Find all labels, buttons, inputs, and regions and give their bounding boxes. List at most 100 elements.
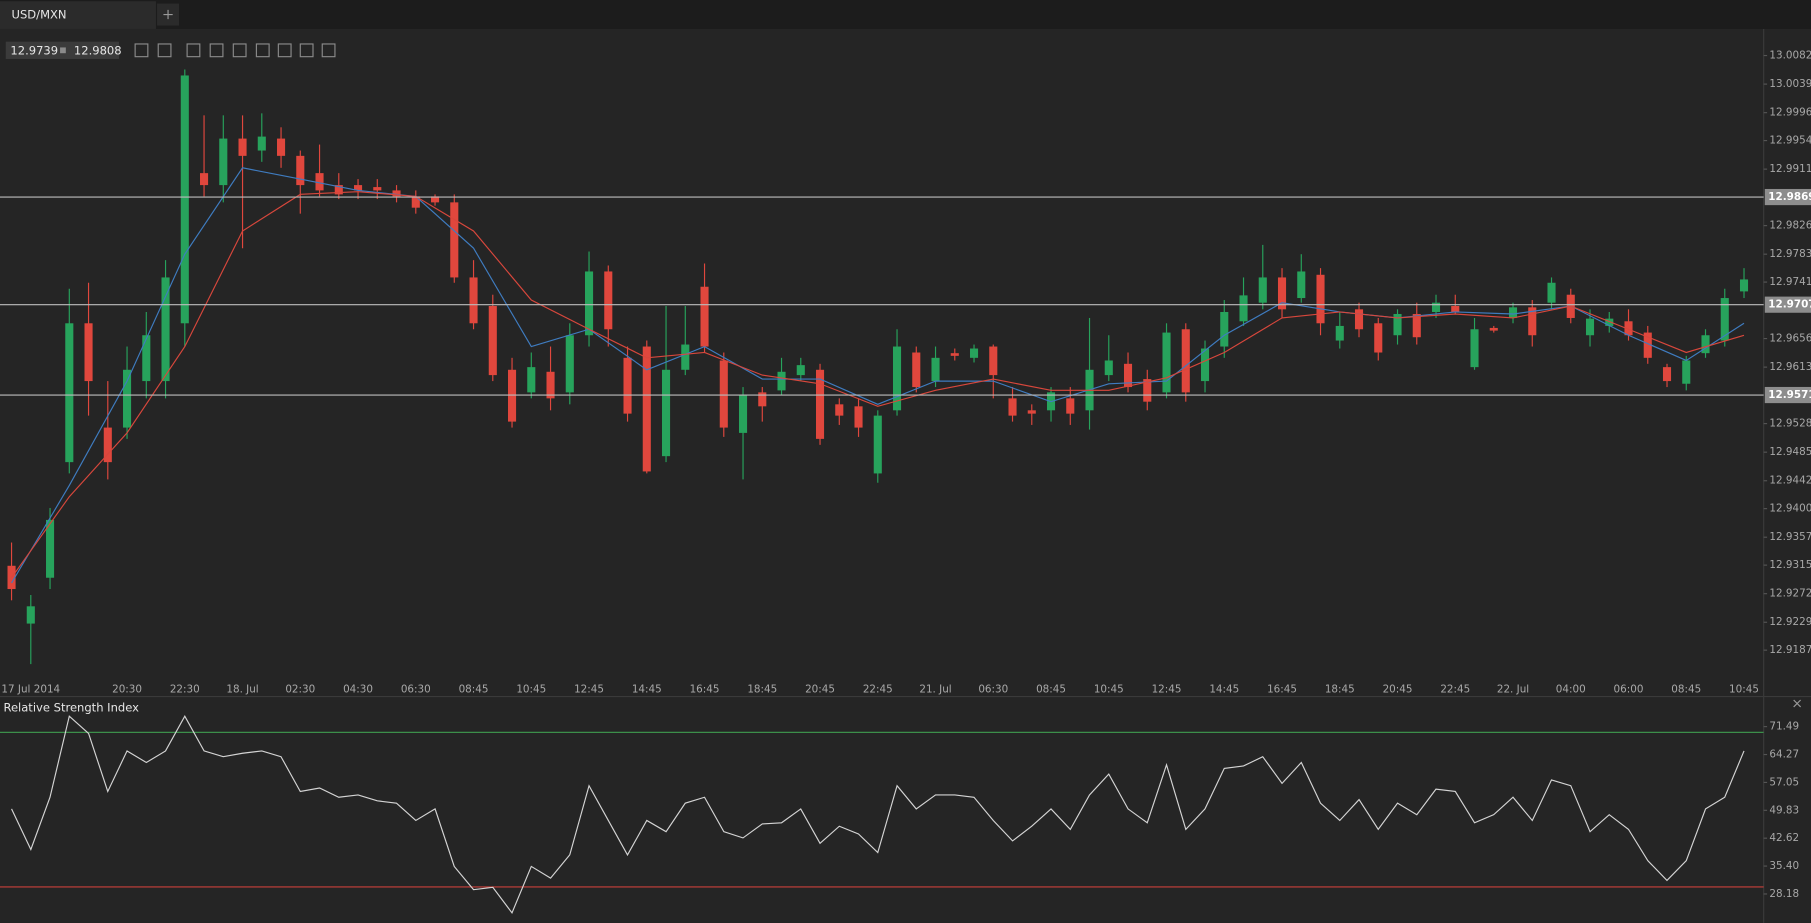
candle-body [161,277,170,382]
zoom-in-button[interactable] [157,43,172,58]
candle-body [411,196,420,208]
candle-body [1374,323,1383,353]
candle-body [912,352,921,388]
y-tick-label: 12.9656 [1769,333,1811,345]
candle-body [123,369,132,428]
price-label-box [1764,188,1811,206]
x-tick-label: 20:45 [1383,684,1413,696]
x-tick-label: 10:45 [516,684,546,696]
y-tick-label: 12.9911 [1769,163,1811,175]
candle-body [854,406,863,428]
candle-body [1316,274,1325,324]
candle-body [1739,279,1749,292]
price-label-box [1764,296,1811,313]
y-tick-label: 42.62 [1769,832,1799,844]
candle-body [969,348,979,358]
candle-body [1451,306,1460,312]
x-tick-label: 17 Jul 2014 [1,684,60,696]
edit-button[interactable] [299,43,314,58]
y-tick-label: 12.9485 [1769,446,1811,458]
moving-average-line [11,191,1745,579]
tab-title: USD/MXN [12,8,67,22]
candle-body [1220,311,1229,347]
candle-body [1027,410,1036,414]
x-tick-label: 20:45 [805,684,835,696]
chart-type-button[interactable] [209,43,224,58]
settings-button[interactable] [232,43,247,58]
rsi-line [11,714,1745,915]
x-tick-label: 16:45 [1267,684,1297,696]
indicator-button[interactable] [255,43,270,58]
period-button[interactable] [186,43,201,58]
candle-body [257,136,266,151]
x-tick-label: 20:30 [112,684,142,696]
y-tick-label: 12.9741 [1769,276,1811,288]
quote-divider [60,47,66,54]
y-tick-label: 12.9528 [1769,418,1811,430]
candle-body [315,173,324,191]
candle-body [1008,398,1017,416]
close-indicator-button[interactable] [1793,699,1802,708]
candle-body [373,187,382,191]
candle-body [1605,318,1614,326]
candle-body [777,371,786,391]
candle-body [950,353,959,356]
x-tick-label: 04:00 [1556,684,1586,696]
candle-body [219,138,228,186]
draw-button[interactable] [321,43,336,58]
bid-price: 12.9739 [10,43,58,57]
x-tick-label: 18. Jul [226,684,258,696]
candle-body [1354,309,1364,330]
candle-body [450,202,459,278]
candle-body [796,365,805,376]
x-tick-label: 18:45 [1325,684,1355,696]
y-tick-label: 13.0039 [1769,78,1811,90]
candle-body [989,346,998,376]
y-tick-label: 35.40 [1769,860,1799,872]
moving-average-line [11,167,1745,584]
y-tick-label: 12.9187 [1769,644,1811,656]
y-tick-label: 12.9826 [1769,220,1811,232]
candle-body [1297,271,1306,299]
candle-body [681,344,690,370]
x-tick-label: 16:45 [690,684,720,696]
y-tick-label: 12.9613 [1769,361,1811,373]
y-tick-label: 13.0082 [1769,50,1811,62]
candle-body [1547,282,1556,303]
x-tick-label: 06:30 [978,684,1008,696]
x-tick-label: 14:45 [632,684,662,696]
template-button[interactable] [277,43,292,58]
zoom-out-button[interactable] [134,43,149,58]
x-tick-label: 14:45 [1209,684,1239,696]
candle-body [488,306,497,376]
plus-icon [163,9,173,20]
candle-body [815,369,825,439]
candle-body [84,323,93,382]
candle-body [334,185,343,195]
candle-body [46,519,55,578]
candle-body [142,335,151,382]
candle-body [700,286,709,347]
x-tick-label: 12:45 [574,684,604,696]
candle-body [1585,318,1595,336]
x-tick-label: 06:00 [1614,684,1644,696]
x-tick-label: 08:45 [1671,684,1701,696]
y-tick-label: 28.18 [1769,888,1799,900]
tab[interactable] [0,1,156,29]
candle-body [1181,329,1190,393]
ask-price: 12.9808 [74,43,122,57]
y-tick-label: 12.9315 [1769,559,1811,571]
x-tick-label: 10:45 [1729,684,1759,696]
candle-body [1277,277,1287,310]
y-tick-label: 49.83 [1769,804,1799,816]
candle-body [758,392,767,407]
candle-body [892,346,902,411]
y-tick-label: 12.9996 [1769,107,1811,119]
candle-body [469,277,478,324]
candle-body [1239,295,1248,322]
candle-body [1393,313,1402,336]
x-tick-label: 22:45 [1440,684,1470,696]
x-tick-label: 06:30 [401,684,431,696]
